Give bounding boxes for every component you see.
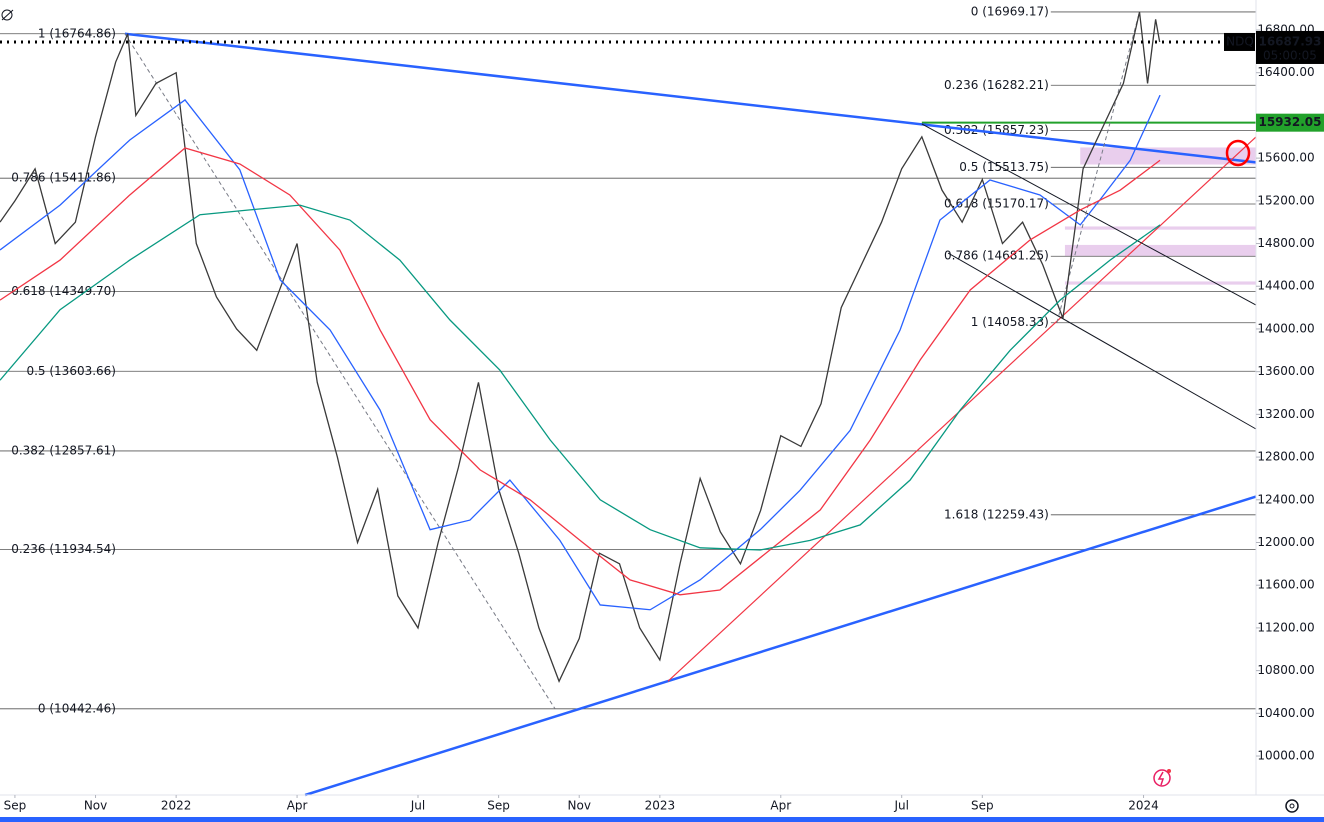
trendline [947, 252, 1257, 430]
annotation-circle [1225, 139, 1251, 167]
zone [1064, 244, 1256, 256]
y-tick-label: 13600.00 [1257, 364, 1314, 378]
zone [1064, 226, 1256, 230]
y-tick-label: 12800.00 [1257, 450, 1314, 464]
y-tick-label: 14400.00 [1257, 279, 1314, 293]
fib-label: 0.618 (14349.70) [11, 284, 116, 298]
level-box [1256, 113, 1324, 132]
fib-label: 0.786 (15411.86) [11, 171, 116, 185]
last-price-box [1256, 30, 1324, 64]
fib-label: 1 (14058.33) [971, 315, 1049, 329]
last-price-label: 16687.93 [1258, 34, 1321, 48]
y-tick-label: 15600.00 [1257, 151, 1314, 165]
y-tick-label: 10400.00 [1257, 706, 1314, 720]
y-tick-label: 10800.00 [1257, 663, 1314, 677]
y-tick-label: 16400.00 [1257, 65, 1314, 79]
x-tick-label: Apr [287, 799, 308, 813]
fib-label: 0.236 (16282.21) [944, 78, 1049, 92]
x-tick-label: Sep [971, 799, 994, 813]
fib-label: 0 (16969.17) [971, 4, 1049, 18]
x-tick-label: Sep [487, 799, 510, 813]
y-tick-label: 11600.00 [1257, 578, 1314, 592]
x-tick-label: 2023 [645, 799, 676, 813]
y-tick-label: 14000.00 [1257, 321, 1314, 335]
lightning-icon[interactable] [1153, 769, 1171, 787]
series-line [0, 204, 1161, 551]
frame-border [0, 817, 1324, 822]
fib-label: 1.618 (12259.43) [944, 507, 1049, 521]
y-tick-label: 13200.00 [1257, 407, 1314, 421]
symbol-box [1224, 32, 1255, 51]
x-tick-label: Jul [410, 799, 425, 813]
level-price-label: 15932.05 [1258, 115, 1321, 129]
fib-label: 0.5 (13603.66) [26, 364, 116, 378]
fib-label: 0.236 (11934.54) [11, 542, 116, 556]
x-tick-label: Sep [4, 799, 27, 813]
fib-label: 0.786 (14681.25) [944, 249, 1049, 263]
y-tick-label: 11200.00 [1257, 620, 1314, 634]
plot-area: 1 (16764.86) 0.786 (15411.86) 0.618 (14349… [0, 4, 1257, 797]
x-tick-label: 2022 [161, 799, 192, 813]
y-tick-label: 15200.00 [1257, 193, 1314, 207]
y-tick-label: 10000.00 [1257, 749, 1314, 763]
x-tick-label: Jul [893, 799, 908, 813]
series-line [0, 11, 1161, 683]
x-tick-label: Apr [770, 799, 791, 813]
trendline [304, 495, 1257, 797]
zone [1080, 147, 1256, 165]
y-tick-label: 12400.00 [1257, 492, 1314, 506]
y-tick-label: 14800.00 [1257, 236, 1314, 250]
logo-icon [1, 9, 14, 21]
countdown-label: 05:00:05 [1263, 48, 1317, 62]
symbol-label: NDQ [1226, 34, 1254, 48]
series-line [0, 94, 1161, 611]
trendline [124, 33, 556, 710]
trendline [124, 32, 1257, 164]
fib-label: 0.618 (15170.17) [944, 197, 1049, 211]
series-line [0, 147, 1161, 596]
settings-icon[interactable] [1285, 799, 1299, 813]
trendline [667, 136, 1257, 682]
x-tick-label: Nov [84, 799, 107, 813]
fib-label: 0 (10442.46) [38, 701, 116, 715]
trendline [1056, 11, 1140, 323]
y-tick-label: 12000.00 [1257, 535, 1314, 549]
fib-label: 0.382 (12857.61) [11, 443, 116, 457]
x-tick-label: Nov [568, 799, 591, 813]
fib-label: 0.5 (15513.75) [959, 160, 1049, 174]
zone [1064, 281, 1256, 285]
fib-label: 1 (16764.86) [38, 26, 116, 40]
x-tick-label: 2024 [1128, 799, 1159, 813]
fib-label: 0.382 (15857.23) [944, 123, 1049, 137]
